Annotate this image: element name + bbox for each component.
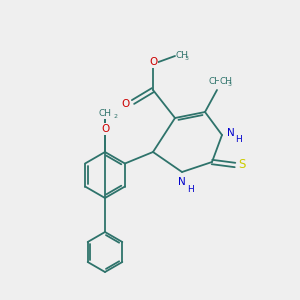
Text: 3: 3	[227, 82, 232, 86]
Text: N: N	[227, 128, 235, 138]
Text: 2: 2	[113, 115, 117, 119]
Text: O: O	[149, 57, 157, 67]
Text: CH₃: CH₃	[209, 77, 225, 86]
Text: 3: 3	[184, 56, 188, 61]
Text: S: S	[238, 158, 246, 172]
Text: H: H	[236, 136, 242, 145]
Text: CH: CH	[219, 76, 232, 85]
Text: O: O	[122, 99, 130, 109]
Text: CH: CH	[98, 110, 112, 118]
Text: O: O	[101, 124, 109, 134]
Text: CH: CH	[176, 50, 189, 59]
Text: H: H	[187, 184, 194, 194]
Text: N: N	[178, 177, 186, 187]
